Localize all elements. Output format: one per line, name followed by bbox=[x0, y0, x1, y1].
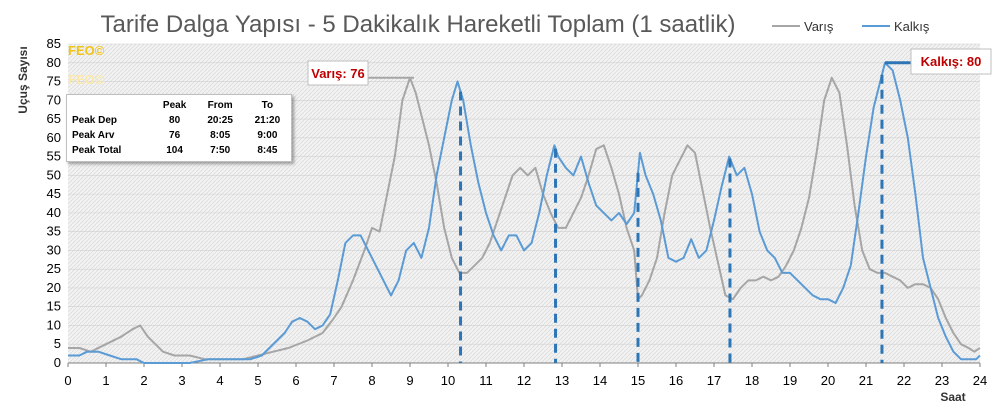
y-tick-label: 50 bbox=[47, 167, 61, 182]
x-tick-label: 3 bbox=[178, 373, 185, 388]
x-tick-label: 22 bbox=[897, 373, 911, 388]
x-tick-label: 9 bbox=[406, 373, 413, 388]
y-tick-label: 10 bbox=[47, 317, 61, 332]
y-tick-label: 55 bbox=[47, 149, 61, 164]
y-tick-label: 5 bbox=[54, 336, 61, 351]
peak-table-cell: Peak Dep bbox=[72, 115, 118, 126]
peak-table-cell: 7:50 bbox=[210, 145, 231, 156]
x-tick-label: 11 bbox=[479, 373, 493, 388]
peak-table-cell: 8:45 bbox=[257, 145, 278, 156]
y-tick-label: 45 bbox=[47, 186, 61, 201]
x-tick-label: 4 bbox=[216, 373, 223, 388]
series-layer bbox=[68, 61, 981, 364]
peak-table-row: Peak Arv 76 8:05 9:00 bbox=[67, 128, 291, 143]
peak-table-cell: 8:05 bbox=[210, 130, 231, 141]
y-tick-label: 70 bbox=[47, 92, 61, 107]
peak-table-cell: 20:25 bbox=[207, 115, 233, 126]
series-line-departures bbox=[68, 61, 981, 364]
x-tick-label: 19 bbox=[783, 373, 797, 388]
x-tick-label: 20 bbox=[821, 373, 835, 388]
callout-box-departures bbox=[910, 48, 992, 75]
x-axis-title: Saat bbox=[940, 390, 965, 404]
peak-table-cell: Peak Arv bbox=[72, 130, 115, 141]
y-tick-label: 65 bbox=[47, 111, 61, 126]
peak-table-header-cell: Peak bbox=[162, 100, 187, 111]
x-tick-label: 16 bbox=[669, 373, 683, 388]
peak-table-cell: Peak Total bbox=[72, 145, 122, 156]
peak-table-cell: 9:00 bbox=[257, 130, 278, 141]
x-tick-label: 13 bbox=[555, 373, 569, 388]
x-tick-label: 24 bbox=[973, 373, 987, 388]
x-tick-label: 5 bbox=[254, 373, 261, 388]
watermark-logo: FEO© bbox=[68, 43, 105, 58]
peak-table-cell: 80 bbox=[169, 115, 181, 126]
y-axis-ticks: 0 5 10 15 20 25 30 35 40 45 50 55 60 65 70 75 80 85 bbox=[47, 36, 61, 370]
x-tick-label: 2 bbox=[140, 373, 147, 388]
y-tick-label: 35 bbox=[47, 224, 61, 239]
x-tick-label: 15 bbox=[631, 373, 645, 388]
x-tick-label: 17 bbox=[707, 373, 721, 388]
x-tick-label: 23 bbox=[935, 373, 949, 388]
y-tick-label: 60 bbox=[47, 130, 61, 145]
series-line-arrivals bbox=[68, 76, 981, 361]
x-tick-label: 10 bbox=[441, 373, 455, 388]
y-tick-label: 75 bbox=[47, 74, 61, 89]
x-tick-label: 18 bbox=[745, 373, 759, 388]
plot-area bbox=[68, 44, 980, 363]
peak-table-header-cell: From bbox=[207, 100, 233, 111]
y-tick-label: 80 bbox=[47, 55, 61, 70]
x-tick-label: 14 bbox=[593, 373, 607, 388]
peak-table-header: Peak From To bbox=[67, 98, 291, 113]
y-tick-label: 85 bbox=[47, 36, 61, 51]
peak-table: Peak From To Peak Dep 80 20:25 21:20 Pea… bbox=[66, 94, 292, 162]
callout-arrivals-label: Varış: 76 bbox=[311, 66, 365, 81]
x-tick-label: 8 bbox=[368, 373, 375, 388]
y-tick-label: 15 bbox=[47, 299, 61, 314]
x-tick-label: 1 bbox=[102, 373, 109, 388]
y-tick-label: 0 bbox=[54, 355, 61, 370]
peak-table-cell: 76 bbox=[169, 130, 181, 141]
legend-label: Varış bbox=[804, 19, 834, 34]
peak-table-row: Peak Dep 80 20:25 21:20 bbox=[67, 113, 291, 128]
y-tick-label: 25 bbox=[47, 261, 61, 276]
watermark-logo-faint: FEO© bbox=[68, 72, 105, 87]
legend-label: Kalkış bbox=[894, 19, 930, 34]
peak-table-header-cell bbox=[67, 98, 153, 113]
y-tick-label: 30 bbox=[47, 242, 61, 257]
peak-table-header-cell: To bbox=[261, 100, 274, 111]
y-tick-label: 20 bbox=[47, 280, 61, 295]
x-tick-label: 0 bbox=[64, 373, 71, 388]
peak-lines bbox=[459, 74, 884, 363]
x-axis-ticks: 0 1 2 3 4 5 6 7 8 9 10 11 12 13 14 15 16 17 18 19 20 21 22 23 24 bbox=[64, 363, 987, 388]
x-tick-label: 21 bbox=[859, 373, 873, 388]
callout-box-arrivals bbox=[307, 60, 369, 86]
callout-departures-label: Kalkış: 80 bbox=[921, 54, 982, 69]
x-tick-label: 7 bbox=[330, 373, 337, 388]
peak-table-cell: 104 bbox=[166, 145, 183, 156]
y-tick-label: 40 bbox=[47, 205, 61, 220]
x-tick-label: 6 bbox=[292, 373, 299, 388]
peak-table-row: Peak Total 104 7:50 8:45 bbox=[67, 143, 291, 158]
chart-title: Tarife Dalga Yapısı - 5 Dakikalık Hareke… bbox=[101, 11, 736, 38]
x-tick-label: 12 bbox=[517, 373, 531, 388]
peak-table-cell: 21:20 bbox=[254, 115, 281, 126]
callouts: Varış: 76 Kalkış: 80 bbox=[307, 48, 992, 86]
legend: Varış Kalkış bbox=[772, 19, 930, 34]
y-axis-title: Uçuş Sayısı bbox=[16, 46, 30, 113]
